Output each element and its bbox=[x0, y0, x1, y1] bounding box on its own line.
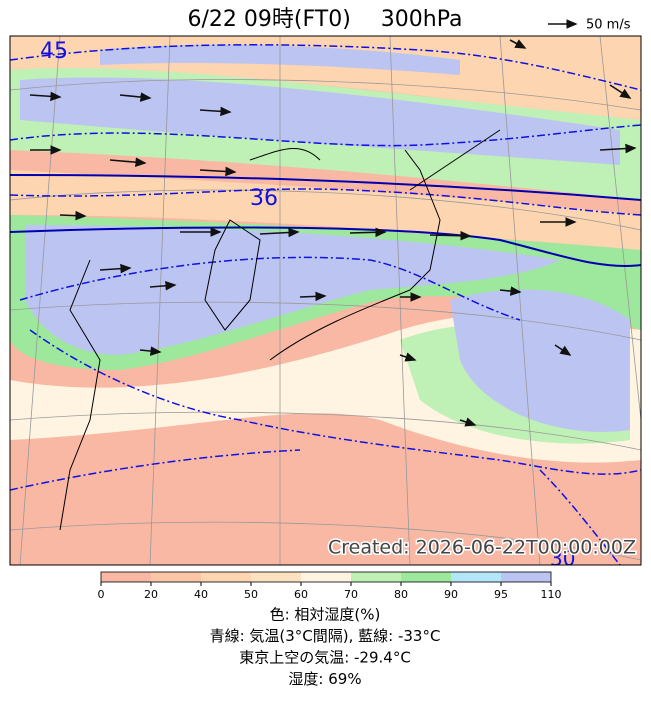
colorbar-segment bbox=[401, 572, 451, 582]
contour-label: 36 bbox=[250, 186, 278, 211]
colorbar-tick-label: 0 bbox=[98, 588, 105, 601]
colorbar-segment bbox=[251, 572, 301, 582]
colorbar-tick-label: 20 bbox=[144, 588, 158, 601]
colorbar-tick-label: 80 bbox=[394, 588, 408, 601]
colorbar-segment bbox=[351, 572, 401, 582]
title-time: 6/22 09時(FT0) bbox=[188, 7, 351, 32]
colorbar-frame bbox=[100, 571, 552, 583]
colorbar-tick-label: 60 bbox=[294, 588, 308, 601]
wind-legend-label: 50 m/s bbox=[586, 18, 631, 33]
title: 6/22 09時(FT0) 300hPa bbox=[188, 7, 463, 32]
map: 45 36 30 Created: 2026-06-22T00:00:00Z bbox=[10, 36, 641, 571]
contour-label: 45 bbox=[40, 39, 68, 64]
colorbar-tick-label: 70 bbox=[344, 588, 358, 601]
title-level: 300hPa bbox=[381, 7, 463, 32]
colorbar: 0 20 40 50 60 70 80 90 95 110 bbox=[98, 571, 562, 601]
colorbar-segment bbox=[151, 572, 201, 582]
colorbar-segment bbox=[201, 572, 251, 582]
colorbar-tick-label: 90 bbox=[444, 588, 458, 601]
colorbar-segment bbox=[451, 572, 501, 582]
colorbar-tick-label: 40 bbox=[194, 588, 208, 601]
created-stamp: Created: 2026-06-22T00:00:00Z bbox=[328, 537, 636, 559]
colorbar-segment bbox=[301, 572, 351, 582]
colorbar-segment bbox=[101, 572, 151, 582]
contour-label: 30 bbox=[550, 547, 575, 571]
caption-line: 湿度: 69% bbox=[288, 670, 361, 688]
colorbar-tick-label: 50 bbox=[244, 588, 258, 601]
caption: 色: 相対湿度(%) 青線: 気温(3°C間隔), 藍線: -33°C 東京上空の気… bbox=[210, 606, 441, 689]
colorbar-tick-label: 95 bbox=[494, 588, 508, 601]
map-frame bbox=[9, 35, 642, 566]
colorbar-segment bbox=[501, 572, 551, 582]
caption-line: 青線: 気温(3°C間隔), 藍線: -33°C bbox=[210, 627, 441, 645]
caption-line: 色: 相対湿度(%) bbox=[270, 606, 381, 624]
caption-line: 東京上空の気温: -29.4°C bbox=[239, 649, 411, 667]
colorbar-tick-label: 110 bbox=[541, 588, 562, 601]
